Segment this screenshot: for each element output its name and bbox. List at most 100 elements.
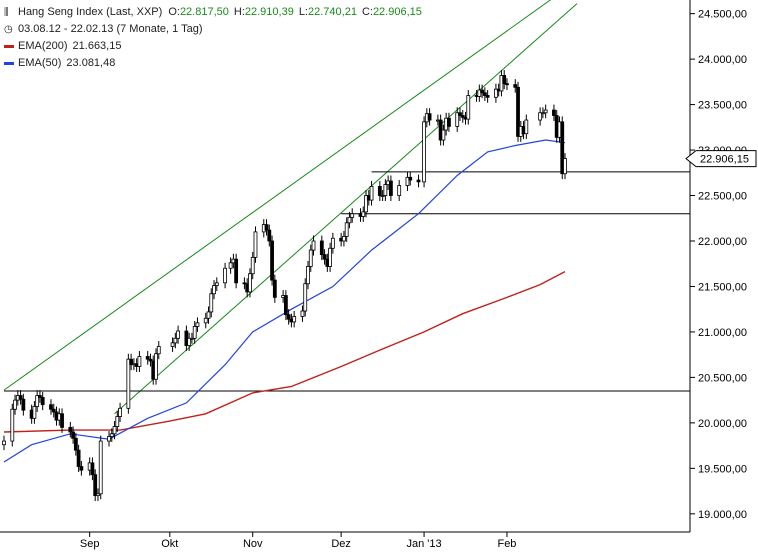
candle — [214, 277, 219, 292]
candle-body-down — [129, 358, 134, 366]
candle — [195, 317, 200, 332]
candle — [203, 312, 208, 329]
candle-body-down — [18, 395, 23, 400]
candle-body-up — [441, 129, 446, 141]
x-tick-label: Sep — [80, 538, 100, 550]
candle-body-up — [187, 337, 192, 346]
candle-body-down — [148, 358, 153, 362]
chart-legend: ⫼ Hang Seng Index (Last, XXP) O: 22.817,… — [4, 4, 422, 72]
x-tick-label: Okt — [161, 538, 178, 550]
candle-body-down — [267, 229, 272, 242]
candle — [212, 280, 216, 300]
candle-body-down — [482, 92, 487, 96]
candle — [248, 268, 252, 298]
candle — [126, 353, 131, 414]
candle — [38, 390, 42, 403]
ema200-swatch — [4, 45, 14, 48]
candle-body-up — [477, 89, 482, 97]
candle — [49, 399, 53, 415]
candle-body-up — [13, 399, 17, 410]
candle — [109, 428, 114, 442]
candle — [250, 251, 255, 280]
candle-body-up — [154, 353, 158, 380]
y-tick-label: 19.000,00 — [698, 509, 747, 521]
candle-body-up — [405, 176, 410, 186]
candle — [364, 190, 368, 218]
y-tick-label: 23.500,00 — [698, 100, 747, 112]
candle-body-down — [264, 224, 269, 231]
candle — [60, 408, 64, 433]
candle-body-down — [270, 240, 274, 281]
support-lines — [4, 171, 690, 392]
candle — [322, 249, 327, 265]
candle — [228, 257, 233, 274]
candle — [272, 274, 277, 303]
candle — [129, 353, 134, 371]
candle-body-down — [40, 397, 45, 406]
candle-body-down — [272, 279, 277, 298]
candle — [347, 211, 352, 229]
candle-body-up — [32, 406, 37, 419]
candle — [377, 180, 382, 201]
candle-body-up — [195, 322, 200, 327]
candles — [2, 70, 567, 502]
candle-body-down — [388, 180, 393, 196]
candle — [154, 348, 158, 385]
last-price-marker: 22.906,15 — [685, 150, 757, 168]
candle — [505, 78, 509, 91]
candle-body-up — [206, 311, 211, 319]
candle — [563, 153, 567, 180]
candle — [35, 390, 40, 412]
candle-body-up — [248, 273, 252, 293]
y-axis: 19.000,00 19.500,00 20.000,00 20.500,00 21.0… — [689, 0, 747, 532]
candle-body-up — [96, 493, 100, 497]
candle-body-up — [330, 237, 335, 249]
candle — [422, 116, 426, 188]
candle-body-up — [380, 195, 385, 197]
candle — [90, 457, 95, 481]
y-tick-label: 20.500,00 — [698, 372, 747, 384]
candle-body-down — [90, 462, 95, 476]
y-tick-label: 22.000,00 — [698, 236, 747, 248]
candle — [306, 260, 310, 290]
candle — [267, 224, 272, 247]
candle — [441, 124, 446, 146]
legend-period-row: ◷ 03.08.12 - 22.02.13 (7 Monate, 1 Tag) — [4, 21, 422, 38]
candle-body-down — [93, 474, 98, 497]
candle — [148, 353, 153, 367]
candle — [516, 81, 520, 142]
candle — [513, 79, 518, 93]
candle-body-down — [502, 75, 507, 85]
candle-body-up — [342, 236, 346, 242]
candle-body-up — [540, 112, 545, 115]
candle-body-up — [209, 293, 214, 313]
candle-body-down — [145, 356, 150, 360]
candle-body-up — [176, 330, 181, 339]
candle — [18, 390, 23, 405]
candle — [397, 180, 402, 201]
legend-ema200-row: EMA(200) 21.663,15 — [4, 38, 422, 55]
candle-body-down — [234, 258, 239, 284]
candle — [480, 84, 484, 99]
channel-line — [3, 0, 552, 391]
candle — [485, 90, 490, 103]
candle — [350, 208, 355, 223]
candle-body-up — [455, 112, 460, 127]
candle — [408, 171, 413, 186]
candle-body-up — [212, 285, 216, 295]
candle — [190, 332, 194, 344]
y-tick-label: 21.000,00 — [698, 327, 747, 339]
candle — [10, 403, 15, 447]
candle-body-up — [466, 95, 471, 120]
ema50-value: 23.081,48 — [66, 57, 116, 69]
candle-body-down — [480, 89, 484, 94]
candle-body-up — [203, 317, 208, 324]
candle — [383, 179, 388, 201]
candle-body-up — [156, 346, 161, 355]
candle-body-up — [115, 416, 120, 427]
ema50-label: EMA(50) — [18, 57, 62, 69]
candle-body-up — [364, 195, 368, 213]
candle — [223, 262, 227, 289]
candle — [458, 107, 462, 121]
